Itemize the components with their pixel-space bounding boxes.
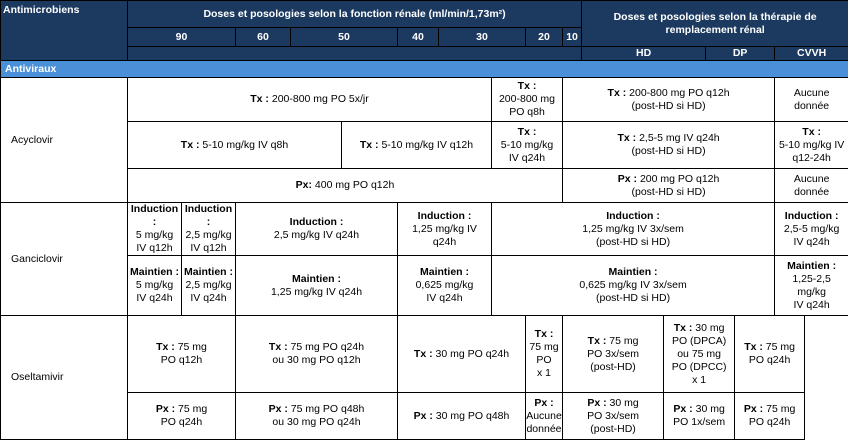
- dose-cell: Induction :2,5 mg/kg IV q12h: [181, 202, 236, 256]
- dose-cell: Tx :200-800 mg PO q8h: [491, 77, 563, 122]
- dose-cell: Tx : 30 mg PO (DPCA) ou 75 mg PO (DPCC) x 1: [663, 315, 736, 393]
- dose-cell: Maintien :2,5 mg/kg IV q24h: [181, 255, 236, 316]
- header-cvvh: CVVH: [774, 46, 848, 61]
- tick-90: 90: [127, 27, 236, 47]
- dose-cell: Px : 75 mg PO q48h ou 30 mg PO q24h: [235, 392, 398, 440]
- table-row: Maintien :5 mg/kg IV q24h Maintien :2,5 m…: [1, 255, 848, 316]
- table-row: Tx : 5-10 mg/kg IV q8h Tx : 5-10 mg/kg I…: [1, 121, 848, 169]
- table-row: Acyclovir Tx : 200-800 mg PO 5x/jr Tx :2…: [0, 77, 848, 203]
- dose-cell: Tx : 30 mg PO q24h: [397, 315, 526, 393]
- dose-cell: Maintien :0,625 mg/kg IV q24h: [397, 255, 492, 316]
- tick-10: 10: [561, 27, 583, 47]
- dose-cell: Px : 75 mg PO q24h: [734, 392, 806, 440]
- header-renal-function: Doses et posologies selon la fonction ré…: [126, 0, 583, 28]
- header-antimicrobiens: Antimicrobiens: [0, 0, 128, 61]
- dose-cell: Px: 400 mg PO q12h: [127, 168, 563, 203]
- dose-cell: Tx :5-10 mg/kg IV q12-24h: [774, 121, 848, 169]
- dose-cell: Tx : 75 mg PO q24h ou 30 mg PO q12h: [235, 315, 398, 393]
- tick-60: 60: [235, 27, 291, 47]
- dose-cell: Tx : 5-10 mg/kg IV q12h: [341, 121, 492, 169]
- tick-40: 40: [397, 27, 439, 47]
- dose-cell: Induction :2,5-5 mg/kg IV q24h: [774, 202, 848, 256]
- dose-cell: Induction :1,25 mg/kg IV 3x/sem (post-HD …: [490, 202, 776, 256]
- header-dp: DP: [705, 46, 776, 61]
- table-row: Px : 75 mg PO q24h Px : 75 mg PO q48h ou 3…: [1, 392, 848, 440]
- dose-cell: Maintien :1,25 mg/kg IV q24h: [235, 255, 398, 316]
- dose-cell: Tx :75 mg PO x 1: [525, 315, 563, 393]
- dose-cell: Maintien :0,625 mg/kg IV 3x/sem (post-HD …: [490, 255, 776, 316]
- drug-name: Ganciclovir: [0, 202, 128, 316]
- table-row: Oseltamivir Tx : 75 mg PO q12h Tx : 75 mg…: [0, 315, 848, 440]
- header-hd: HD: [581, 46, 707, 61]
- dose-cell: Tx : 200-800 mg PO q12h (post-HD si HD): [561, 77, 776, 122]
- dose-cell: Induction :5 mg/kg IV q12h: [127, 202, 182, 256]
- table-row: Ganciclovir Induction :5 mg/kg IV q12h In…: [0, 202, 848, 316]
- dose-cell: Tx : 75 mg PO q12h: [127, 315, 236, 393]
- header-rrt: Doses et posologies selon la thérapie de…: [581, 0, 848, 47]
- drug-name: Acyclovir: [0, 77, 128, 203]
- dose-cell: Tx : 2,5-5 mg IV q24h (post-HD si HD): [561, 121, 776, 169]
- table-row: Px: 400 mg PO q12h Px : 200 mg PO q12h (p…: [1, 168, 848, 203]
- dose-cell: Tx : 75 mg PO q24h: [734, 315, 806, 393]
- dose-cell: Px : 75 mg PO q24h: [127, 392, 236, 440]
- dose-cell: Maintien :5 mg/kg IV q24h: [127, 255, 182, 316]
- dose-cell: Induction :2,5 mg/kg IV q24h: [235, 202, 398, 256]
- tick-50: 50: [290, 27, 398, 47]
- drug-name: Oseltamivir: [0, 315, 128, 440]
- dose-cell: Aucune donnée: [774, 168, 848, 203]
- dose-cell: Tx :5-10 mg/kg IV q24h: [491, 121, 563, 169]
- section-antiviraux: Antiviraux: [0, 60, 848, 78]
- dose-cell: Tx : 5-10 mg/kg IV q8h: [127, 121, 342, 169]
- dose-cell: Tx : 75 mg PO 3x/sem (post-HD): [561, 315, 665, 393]
- tick-20: 20: [525, 27, 563, 47]
- dose-cell: Px : 200 mg PO q12h (post-HD si HD): [561, 168, 776, 203]
- dose-cell: Aucune donnée: [774, 77, 848, 122]
- dose-cell: Tx : 200-800 mg PO 5x/jr: [127, 77, 492, 122]
- dose-cell: Px : Aucune donnée: [525, 392, 563, 440]
- tick-30: 30: [438, 27, 526, 47]
- dose-cell: Induction :1,25 mg/kg IV q24h: [397, 202, 492, 256]
- dose-cell: Px : 30 mg PO q48h: [397, 392, 526, 440]
- header-blank: [126, 46, 583, 61]
- dose-cell: Px : 30 mg PO 3x/sem (post-HD): [561, 392, 665, 440]
- dose-cell: Maintien :1,25-2,5 mg/kg IV q24h: [774, 255, 848, 316]
- dose-cell: Px : 30 mg PO 1x/sem: [663, 392, 736, 440]
